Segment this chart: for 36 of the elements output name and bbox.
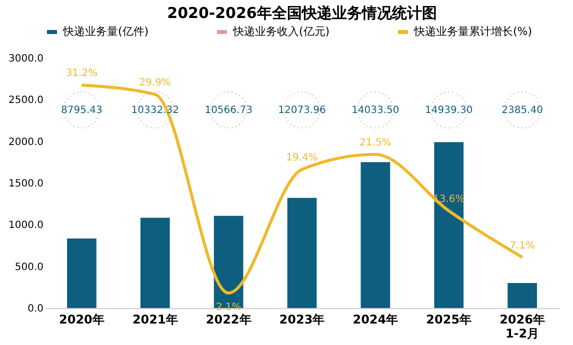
data-label: 19.4%: [286, 152, 318, 164]
annotation: 2385.40: [502, 105, 543, 116]
x-tick-label: 2022年: [206, 312, 252, 326]
x-tick-label: 2023年: [279, 312, 325, 326]
bar: [434, 142, 464, 308]
y-tick-label: 0.0: [28, 304, 44, 314]
x-tick-label: 2025年: [426, 312, 472, 326]
data-label: 21.5%: [360, 137, 392, 148]
legend-label: 快递业务量累计增长(%): [413, 25, 532, 38]
y-tick-label: 3000.0: [8, 54, 44, 64]
y-tick-label: 500.0: [14, 262, 44, 273]
x-tick-label: 2020年: [59, 312, 104, 326]
data-label: 29.9%: [139, 77, 172, 88]
data-label: 2.1%: [216, 302, 242, 313]
annotation: 8795.43: [61, 105, 102, 116]
x-tick-label: 2021年: [132, 312, 178, 326]
bar: [140, 218, 170, 308]
annotation: 14939.30: [425, 105, 473, 116]
bar: [360, 162, 390, 308]
bar: [67, 238, 96, 308]
annotation: 12073.96: [278, 105, 326, 116]
y-tick-label: 1500.0: [8, 178, 44, 190]
annotation: 14033.50: [352, 105, 400, 116]
data-label: 7.1%: [510, 240, 535, 252]
y-tick-label: 2500.0: [8, 95, 44, 106]
bar: [508, 283, 537, 308]
legend-label: 快递业务收入(亿元): [232, 25, 330, 38]
legend-label: 快递业务量(亿件): [62, 25, 149, 38]
chart-title: 2020-2026年全国快递业务情况统计图: [167, 4, 437, 22]
annotation: 10566.73: [204, 105, 252, 116]
bar: [287, 198, 317, 308]
y-tick-label: 2000.0: [8, 136, 44, 148]
y-tick-label: 1000.0: [8, 220, 44, 232]
data-label: 31.2%: [66, 68, 98, 80]
x-tick-label: 2024年: [352, 312, 398, 326]
x-tick-label: 2026年 1-2月: [500, 312, 545, 340]
